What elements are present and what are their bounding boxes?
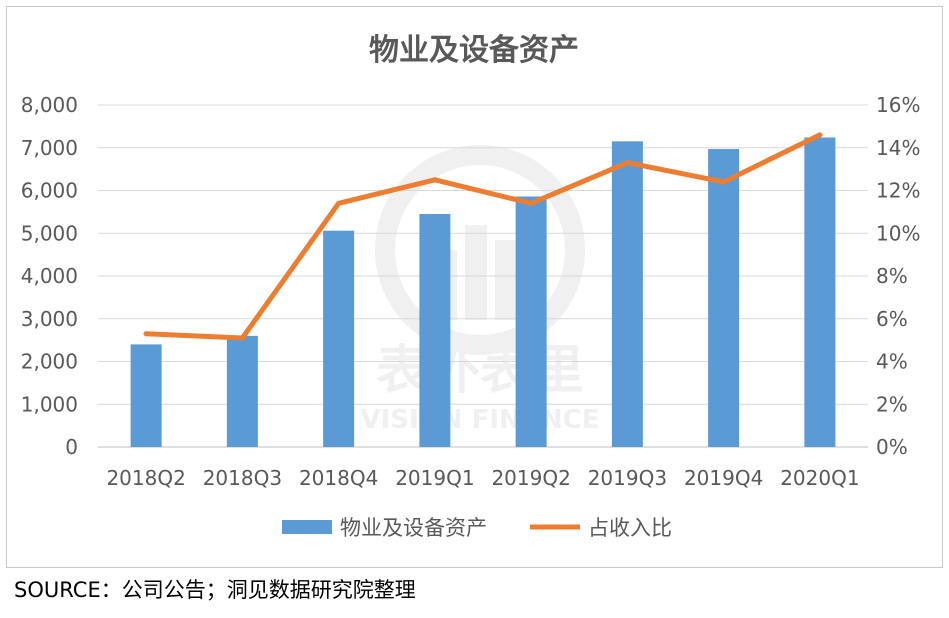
y-axis-left: 0 1,000 2,000 3,000 4,000 5,000 6,000 7,000 8,00… [21,93,78,459]
y-left-tick-label: 7,000 [21,136,78,160]
x-tick-label: 2020Q1 [780,466,859,490]
y-right-tick-label: 12% [876,179,920,203]
bar [515,196,547,447]
y-left-tick-label: 4,000 [21,264,78,288]
bar [419,214,451,447]
line-path [143,132,823,341]
y-right-tick-label: 16% [876,93,920,117]
line-point [336,200,342,206]
y-left-tick-label: 5,000 [21,221,78,245]
x-tick-label: 2018Q3 [203,466,282,490]
bar [611,141,643,447]
watermark-cn: 表外表里 [376,341,584,401]
line-point [239,335,245,341]
line-point [432,177,438,183]
legend-label-bar: 物业及设备资产 [340,516,487,540]
line-series [143,132,823,341]
y-left-tick-label: 2,000 [21,350,78,374]
y-right-tick-label: 2% [876,392,908,416]
bar [323,230,355,447]
y-right-tick-label: 4% [876,350,908,374]
legend-label-line: 占收入比 [588,516,672,540]
line-point [817,132,823,138]
line-point [143,331,149,337]
y-right-tick-label: 6% [876,307,908,331]
x-tick-label: 2019Q1 [395,466,474,490]
line-point [528,200,534,206]
x-tick-label: 2018Q2 [106,466,185,490]
y-left-tick-label: 0 [65,435,78,459]
bar [226,335,258,447]
chart-title: 物业及设备资产 [369,33,579,68]
line-point [624,160,630,166]
x-tick-label: 2019Q4 [684,466,763,490]
gridlines [98,104,868,448]
y-axis-right: 0% 2% 4% 6% 8% 10% 12% 14% 16% [876,93,920,459]
chart: 物业及设备资产 0 1,000 2,000 3,000 4,000 5,000 6,000 7… [21,33,921,540]
y-left-tick-label: 6,000 [21,179,78,203]
x-tick-label: 2019Q2 [491,466,570,490]
y-right-tick-label: 0% [876,435,908,459]
x-axis: 2018Q2 2018Q3 2018Q4 2019Q1 2019Q2 2019Q3 2019… [106,466,859,490]
watermark: 表外表里 VISION FINANCE [360,145,600,435]
x-tick-label: 2018Q4 [299,466,378,490]
line-point [721,179,727,185]
legend-swatch-bar [282,520,332,534]
bar [130,344,162,447]
source-note: SOURCE：公司公告；洞见数据研究院整理 [14,578,416,602]
bar [804,137,836,448]
bar [708,149,740,447]
chart-frame [6,6,943,568]
y-right-tick-label: 8% [876,264,908,288]
x-tick-label: 2019Q3 [588,466,667,490]
bar-series [130,137,836,448]
watermark-en: VISION FINANCE [360,405,599,435]
y-right-tick-label: 14% [876,136,920,160]
y-right-tick-label: 10% [876,221,920,245]
y-left-tick-label: 8,000 [21,93,78,117]
legend: 物业及设备资产 占收入比 [282,516,672,540]
y-left-tick-label: 3,000 [21,307,78,331]
y-left-tick-label: 1,000 [21,392,78,416]
